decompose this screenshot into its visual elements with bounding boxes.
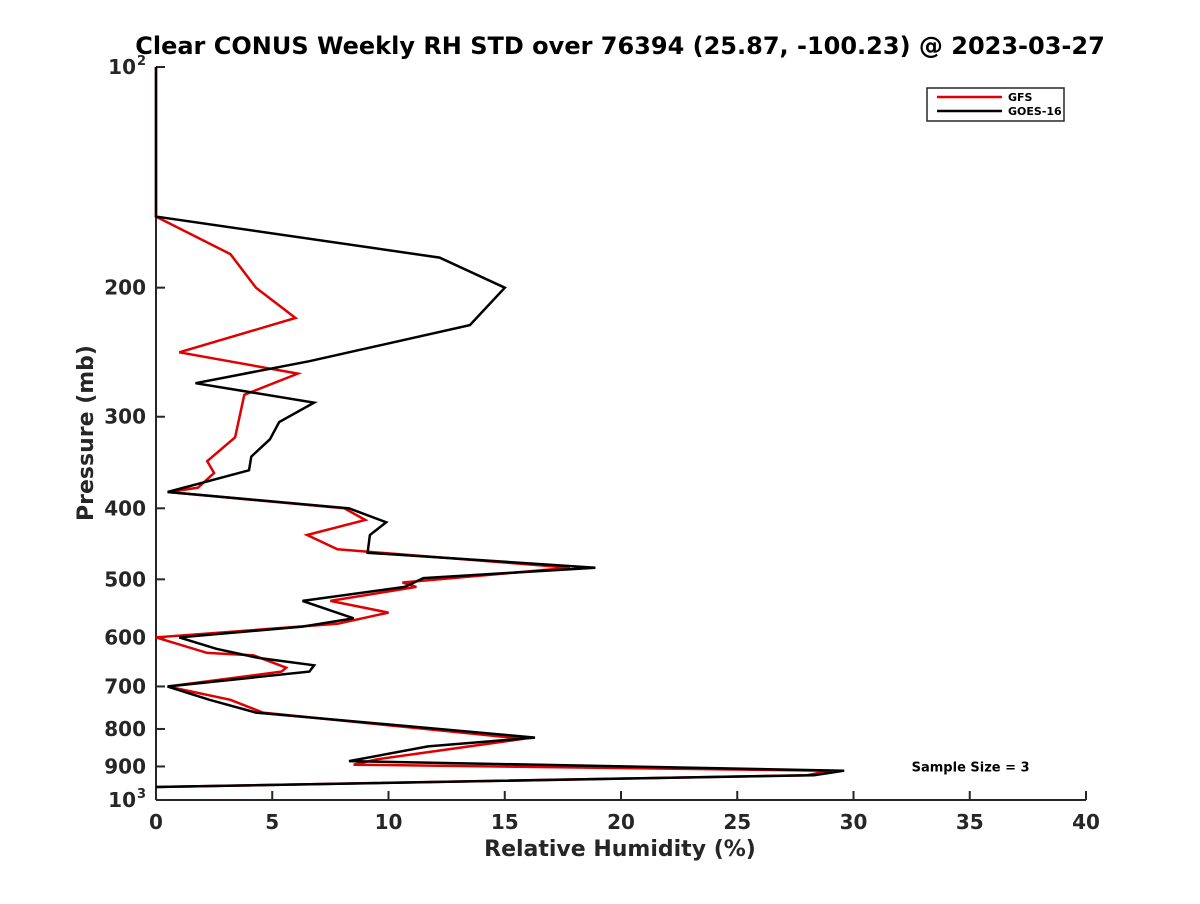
y-tick-label-exponent: 3 [137,787,146,802]
y-tick-label: 10 [108,788,136,812]
series-layer [154,67,845,789]
y-tick-label: 700 [104,674,146,698]
y-tick-label: 200 [104,276,146,300]
x-axis-label: Relative Humidity (%) [484,837,756,862]
x-tick-label: 20 [607,810,635,834]
legend-label-goes16: GOES-16 [1008,105,1062,118]
x-tick-label: 10 [375,810,403,834]
x-tick-label: 0 [149,810,163,834]
legend-box [926,87,1065,122]
sample-size-annotation: Sample Size = 3 [912,760,1030,775]
y-tick-label: 800 [104,717,146,741]
y-tick-label: 500 [104,567,146,591]
y-tick-label-exponent: 2 [137,54,146,69]
x-tick-label: 25 [723,810,751,834]
y-tick-label: 900 [104,754,146,778]
y-axis-label: Pressure (mb) [74,345,99,521]
x-tick-label: 40 [1072,810,1100,834]
y-tick-label: 400 [104,496,146,520]
x-tick-label: 35 [956,810,984,834]
legend-label-gfs: GFS [1008,91,1033,104]
y-tick-label: 300 [104,405,146,429]
y-tick-label: 10 [108,55,136,79]
series-line-goes16 [154,67,845,789]
x-tick-label: 15 [491,810,519,834]
y-tick-label: 600 [104,625,146,649]
x-tick-label: 30 [840,810,868,834]
legend: GFS GOES-16 [926,87,1065,122]
x-tick-label: 5 [265,810,279,834]
chart-title: Clear CONUS Weekly RH STD over 76394 (25… [135,32,1105,60]
series-line-gfs [154,67,831,789]
